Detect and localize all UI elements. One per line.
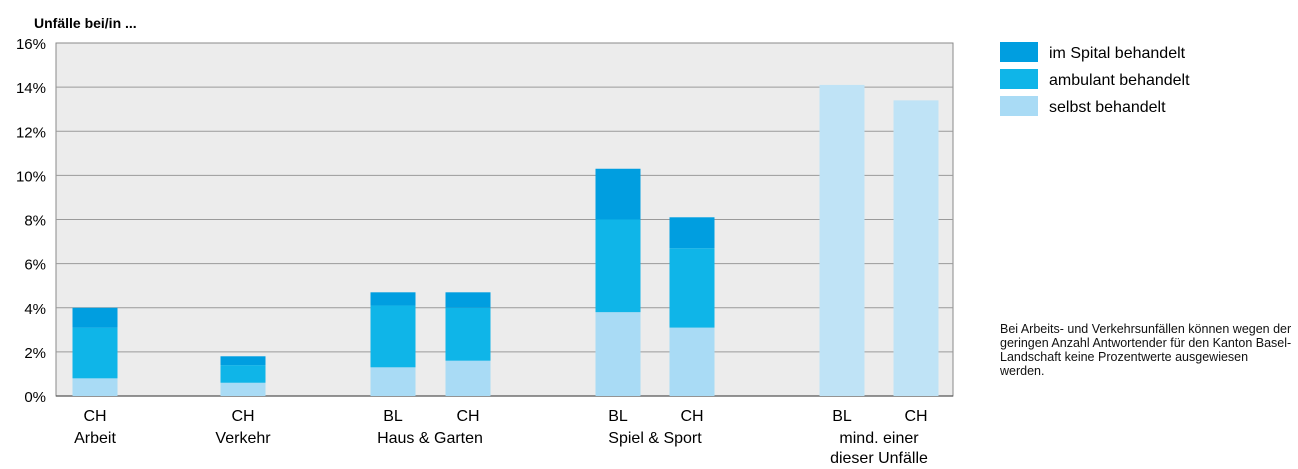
legend-swatch — [1000, 69, 1038, 89]
bar-segment-spital — [370, 292, 416, 306]
bar-region-label: BL — [383, 408, 403, 425]
y-tick-label: 8% — [24, 213, 46, 230]
bar-segment-ambulant — [220, 365, 266, 383]
bar-segment-total — [893, 100, 939, 397]
bar-segment-spital — [445, 292, 491, 308]
bar-region-label: CH — [231, 408, 254, 425]
bar-segment-total — [819, 84, 865, 396]
y-tick-label: 12% — [16, 124, 46, 141]
bar-stack — [819, 84, 865, 396]
x-axis-labels: CH CH BL CH BL CH BL CH Arbeit Verkehr Haus & Gart… — [74, 408, 928, 467]
bar-segment-selbst — [595, 312, 641, 396]
bar-segment-spital — [220, 356, 266, 366]
bar-stack — [595, 168, 641, 396]
group-label: Arbeit — [74, 430, 116, 447]
group-label: mind. einer — [839, 430, 919, 447]
bar-segment-selbst — [669, 327, 715, 396]
bar-segment-ambulant — [72, 327, 118, 379]
group-label: Spiel & Sport — [608, 430, 702, 447]
bar-segment-spital — [669, 217, 715, 249]
bar-region-label: CH — [83, 408, 106, 425]
bar-stack — [72, 307, 118, 396]
bar-stack — [893, 100, 939, 397]
bar-segment-ambulant — [370, 305, 416, 368]
group-label: Haus & Garten — [377, 430, 483, 447]
legend-swatch — [1000, 42, 1038, 62]
y-axis-ticks: 0% 2% 4% 6% 8% 10% 12% 14% 16% — [16, 36, 46, 406]
legend-label: ambulant behandelt — [1049, 72, 1190, 89]
bar-region-label: CH — [680, 408, 703, 425]
legend-label: selbst behandelt — [1049, 99, 1166, 116]
y-tick-label: 4% — [24, 301, 46, 318]
bar-stack — [445, 292, 491, 396]
bar-segment-ambulant — [669, 248, 715, 328]
bar-stack — [220, 356, 266, 396]
bar-segment-selbst — [72, 378, 118, 396]
bar-segment-spital — [595, 168, 641, 220]
bar-stack — [370, 292, 416, 396]
bar-region-label: CH — [904, 408, 927, 425]
bar-segment-selbst — [220, 382, 266, 396]
group-label: dieser Unfälle — [830, 450, 928, 467]
legend-label: im Spital behandelt — [1049, 45, 1186, 62]
bars — [72, 84, 939, 397]
y-tick-label: 2% — [24, 345, 46, 362]
bar-segment-spital — [72, 307, 118, 328]
group-label: Verkehr — [215, 430, 271, 447]
y-tick-label: 10% — [16, 168, 46, 185]
bar-segment-selbst — [445, 360, 491, 396]
y-tick-label: 0% — [24, 389, 46, 406]
chart-title: Unfälle bei/in ... — [34, 15, 137, 31]
bar-region-label: BL — [832, 408, 852, 425]
legend-swatch — [1000, 96, 1038, 116]
bar-segment-ambulant — [445, 307, 491, 361]
bar-region-label: CH — [456, 408, 479, 425]
y-tick-label: 16% — [16, 36, 46, 53]
bar-region-label: BL — [608, 408, 628, 425]
footnote: Bei Arbeits- und Verkehrsunfällen können… — [1000, 322, 1292, 378]
bar-segment-selbst — [370, 367, 416, 396]
bar-segment-ambulant — [595, 219, 641, 313]
legend: im Spital behandelt ambulant behandelt sel… — [1000, 42, 1190, 116]
y-tick-label: 6% — [24, 257, 46, 274]
y-tick-label: 14% — [16, 80, 46, 97]
bar-stack — [669, 217, 715, 396]
gridlines — [56, 86, 953, 397]
